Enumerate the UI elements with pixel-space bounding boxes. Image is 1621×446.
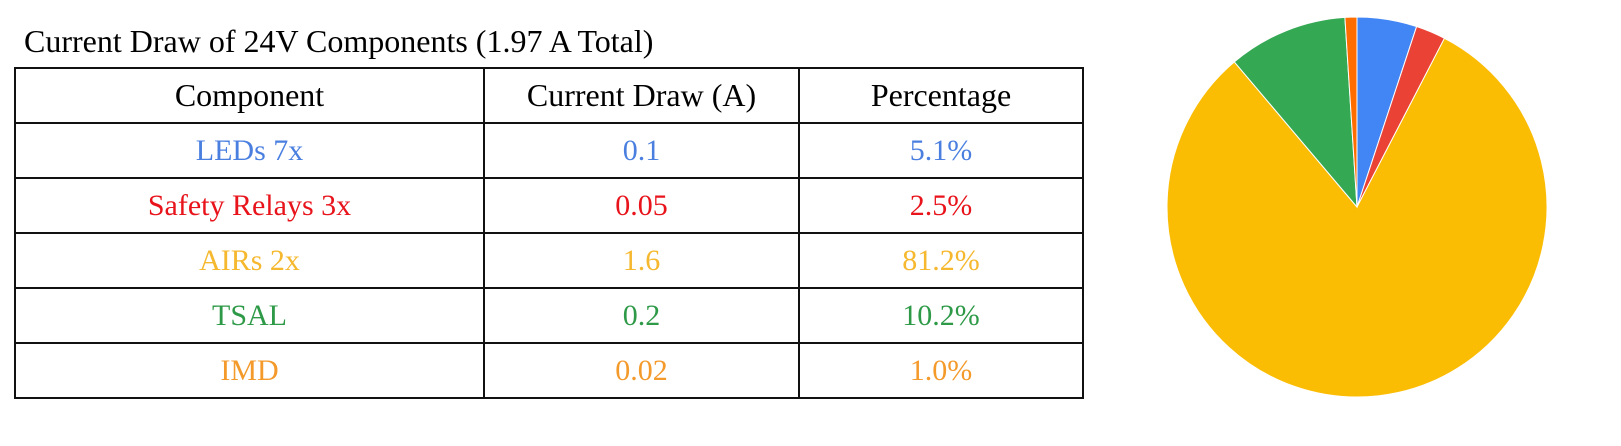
cell-current: 0.05 <box>483 177 800 234</box>
pie-slice-imd <box>1344 16 1358 208</box>
table-row: LEDs 7x 0.1 5.1% <box>14 122 1084 179</box>
current-draw-table: Component Current Draw (A) Percentage LE… <box>14 67 1084 399</box>
cell-current: 1.6 <box>483 232 800 289</box>
cell-percentage: 81.2% <box>798 232 1084 289</box>
table-row: TSAL 0.2 10.2% <box>14 287 1084 344</box>
pie-slice-tsal <box>1233 16 1358 209</box>
cell-component: TSAL <box>14 287 485 344</box>
table-row: AIRs 2x 1.6 81.2% <box>14 232 1084 289</box>
cell-percentage: 5.1% <box>798 122 1084 179</box>
chart-title: Current Draw of 24V Components (1.97 A T… <box>24 23 654 59</box>
table-row: Safety Relays 3x 0.05 2.5% <box>14 177 1084 234</box>
cell-component: LEDs 7x <box>14 122 485 179</box>
header-current-draw: Current Draw (A) <box>483 67 800 124</box>
cell-current: 0.1 <box>483 122 800 179</box>
cell-current: 0.2 <box>483 287 800 344</box>
header-component: Component <box>14 67 485 124</box>
pie-slice-airs-2x <box>1166 37 1548 398</box>
cell-percentage: 1.0% <box>798 342 1084 399</box>
table-row: IMD 0.02 1.0% <box>14 342 1084 399</box>
table-header-row: Component Current Draw (A) Percentage <box>14 67 1084 124</box>
cell-current: 0.02 <box>483 342 800 399</box>
header-percentage: Percentage <box>798 67 1084 124</box>
cell-component: Safety Relays 3x <box>14 177 485 234</box>
cell-percentage: 2.5% <box>798 177 1084 234</box>
pie-chart-svg <box>1166 16 1548 398</box>
cell-percentage: 10.2% <box>798 287 1084 344</box>
pie-chart <box>1160 8 1560 408</box>
cell-component: IMD <box>14 342 485 399</box>
cell-component: AIRs 2x <box>14 232 485 289</box>
